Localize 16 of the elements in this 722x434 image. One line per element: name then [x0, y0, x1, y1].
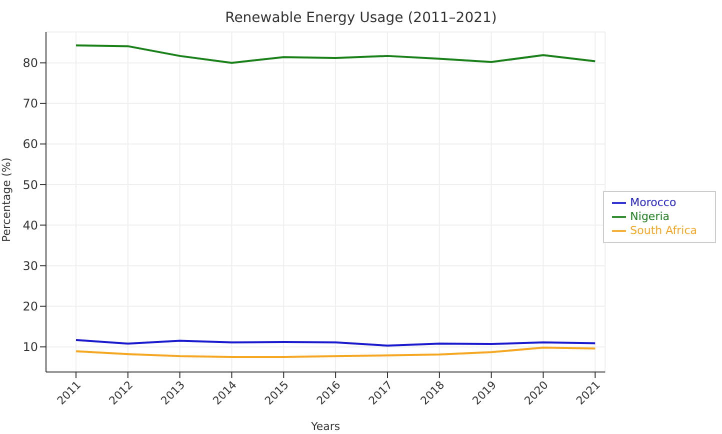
y-tick-label: 80: [22, 56, 38, 70]
y-tick-label: 20: [22, 300, 38, 314]
y-tick-label: 30: [22, 258, 38, 273]
y-axis-title: Percentage (%): [0, 158, 13, 242]
y-tick-label: 60: [22, 137, 38, 152]
line-series: [75, 44, 596, 64]
legend-label: Nigeria: [630, 210, 670, 224]
x-axis-title: Years: [310, 420, 340, 433]
legend-label: Morocco: [630, 196, 676, 210]
legend-label: South Africa: [630, 224, 697, 238]
y-tick-label: 70: [22, 96, 38, 111]
y-tick-label: 50: [22, 178, 38, 192]
y-tick-label: 40: [22, 218, 38, 232]
y-tick-label: 10: [22, 340, 38, 354]
line-series: [75, 346, 596, 358]
chart-title: Renewable Energy Usage (2011–2021): [224, 10, 498, 26]
